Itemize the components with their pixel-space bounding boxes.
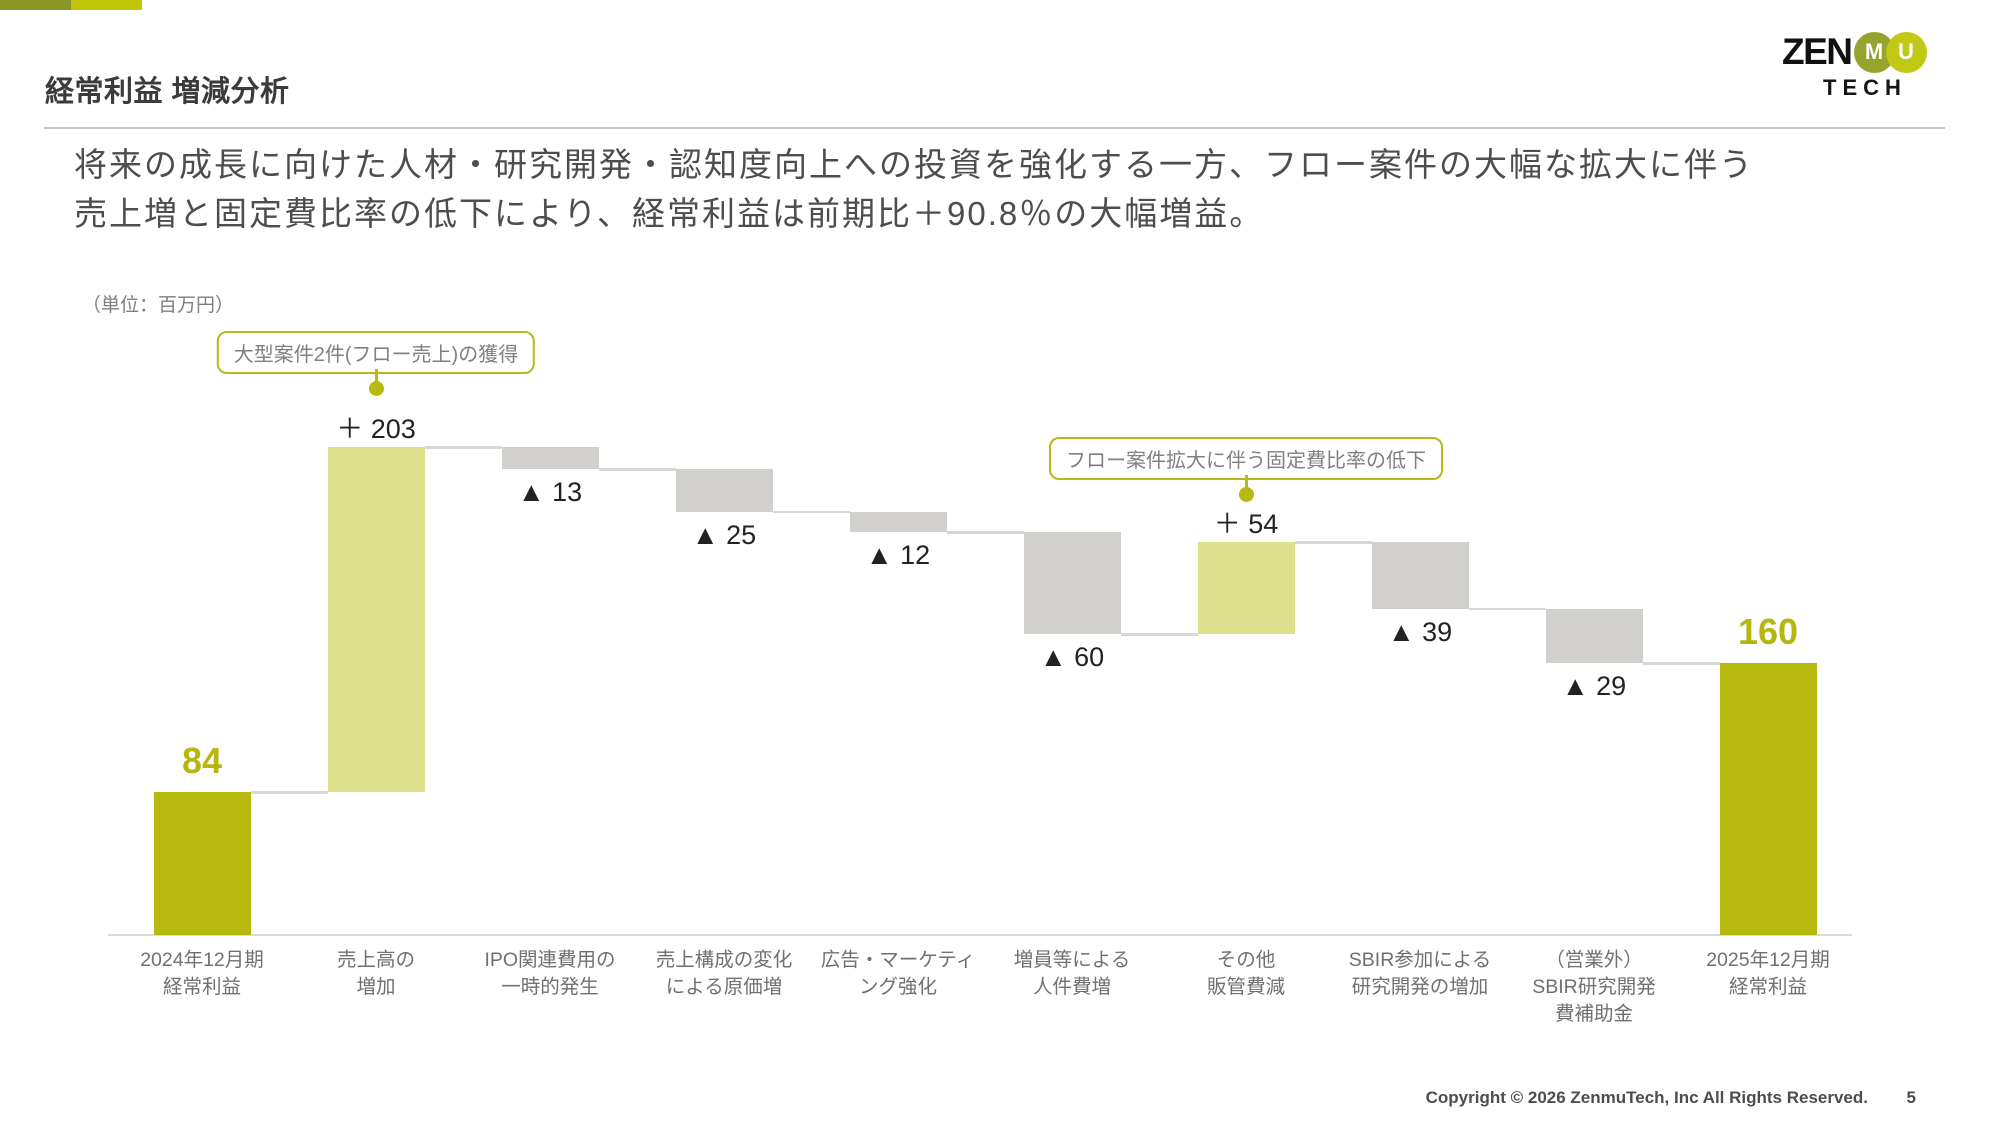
category-label: 売上構成の変化 による原価増	[655, 949, 793, 998]
logo-circle-u: U	[1885, 31, 1927, 73]
category-label: SBIR参加による 研究開発の増加	[1348, 949, 1492, 998]
category-label: 売上高の 増加	[336, 949, 415, 998]
x-axis-line	[108, 934, 1852, 936]
logo-tech-text: TECH	[1823, 75, 1907, 100]
logo-zen-text: ZEN	[1782, 31, 1853, 72]
page-number: 5	[1906, 1088, 1916, 1107]
value-label-decrease: ▲ 29	[1561, 671, 1627, 701]
corner-accent-dark	[0, 0, 71, 10]
category-label: IPO関連費用の 一時的発生	[484, 949, 616, 998]
logo-m-letter: M	[1864, 39, 1884, 64]
callout-box: 大型案件2件(フロー売上)の獲得	[216, 331, 536, 374]
callout-box: フロー案件拡大に伴う固定費比率の低下	[1049, 437, 1443, 480]
logo-wordmark: ZEN M U	[1782, 30, 1942, 74]
value-label-decrease: ▲ 25	[691, 519, 757, 550]
value-label-increase: ＋ 203	[336, 414, 416, 445]
callout-dot	[368, 380, 384, 396]
copyright: Copyright © 2026 ZenmuTech, Inc All Righ…	[1425, 1088, 1868, 1107]
title-divider	[44, 127, 1945, 129]
value-label-decrease: ▲ 60	[1039, 642, 1105, 673]
zenmutech-logo: ZEN M U TECH	[1782, 30, 1942, 101]
step-connector	[772, 510, 850, 514]
step-connector	[424, 446, 502, 449]
category-label: 2024年12月期 経常利益	[140, 949, 264, 998]
step-connector	[1120, 633, 1198, 636]
logo-u-letter: U	[1898, 39, 1914, 64]
category-label: その他 販管費減	[1206, 949, 1285, 998]
value-label-increase: ＋ 54	[1213, 509, 1279, 540]
value-label-decrease: ▲ 39	[1387, 616, 1453, 647]
step-connector	[946, 531, 1024, 534]
summary-text: 将来の成長に向けた人材・研究開発・認知度向上への投資を強化する一方、フロー案件の…	[74, 140, 1754, 238]
bar-decrease-4	[849, 511, 947, 533]
bar-increase-6	[1197, 542, 1295, 635]
bar-decrease-3	[675, 469, 773, 512]
value-label-total: 84	[181, 740, 223, 782]
value-label-decrease: ▲ 13	[517, 477, 583, 508]
summary-line-2: 売上増と固定費比率の低下により、経常利益は前期比＋90.8％の大幅増益。	[74, 195, 1265, 232]
step-connector	[250, 791, 328, 794]
bar-total-0	[153, 792, 251, 935]
bar-total-9	[1719, 663, 1817, 935]
callout-stem	[374, 369, 378, 388]
step-connector	[598, 468, 676, 471]
value-label-total: 160	[1737, 611, 1799, 652]
category-label: （営業外） SBIR研究開発 費補助金	[1532, 949, 1656, 1025]
category-label: 増員等による 人件費増	[1013, 949, 1131, 998]
bar-decrease-7	[1371, 542, 1469, 609]
bar-decrease-8	[1545, 608, 1643, 663]
step-connector	[1294, 541, 1372, 544]
callout-stem	[1244, 475, 1248, 494]
unit-label: （単位：百万円）	[82, 295, 235, 316]
step-connector	[1642, 662, 1720, 665]
corner-accent-light	[71, 0, 142, 10]
bar-decrease-2	[501, 447, 599, 470]
callout-dot	[1238, 486, 1254, 502]
value-label-decrease: ▲ 12	[865, 540, 931, 571]
category-label: 2025年12月期 経常利益	[1706, 949, 1830, 998]
category-label: 広告・マーケティ ング強化	[820, 949, 976, 998]
page-title: 経常利益 増減分析	[45, 76, 290, 108]
step-connector	[1468, 607, 1546, 611]
summary-line-1: 将来の成長に向けた人材・研究開発・認知度向上への投資を強化する一方、フロー案件の…	[74, 146, 1754, 183]
bar-decrease-5	[1023, 532, 1121, 635]
bar-increase-1	[327, 447, 425, 793]
